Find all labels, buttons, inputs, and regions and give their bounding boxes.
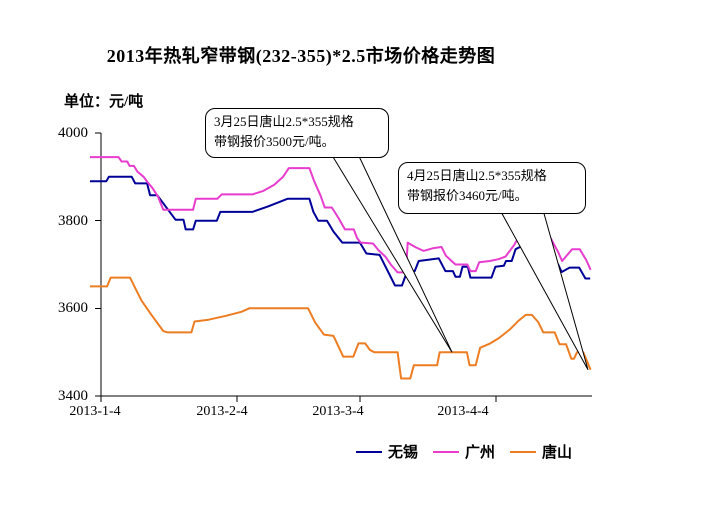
series-line-tangshan — [90, 276, 592, 380]
x-tick-label-feb: 2013-2-4 — [196, 404, 248, 419]
callout-apr25-line1: 4月25日唐山2.5*355规格 — [407, 168, 547, 183]
x-tick-label-apr: 2013-4-4 — [437, 404, 489, 419]
legend-item-wuxi: 无锡 — [356, 441, 418, 462]
guangzhou-line-swatch — [433, 450, 460, 453]
legend: 无锡 广州 唐山 — [356, 441, 572, 462]
unit-label: 单位：元/吨 — [64, 94, 144, 110]
y-tick-label-4000: 4000 — [58, 125, 88, 141]
tangshan-legend-label: 唐山 — [542, 445, 573, 461]
series-line-guangzhou — [90, 156, 592, 274]
callout-pointer-2 — [499, 209, 589, 370]
x-tick-label-mar: 2013-3-4 — [312, 404, 364, 419]
y-tick-label-3600: 3600 — [58, 300, 88, 316]
callout-mar25-line1: 3月25日唐山2.5*355规格 — [214, 114, 354, 129]
y-tick-label-3800: 3800 — [58, 213, 88, 229]
y-tick-label-3400: 3400 — [58, 388, 88, 404]
chart-title: 2013年热轧窄带钢(232-355)*2.5市场价格走势图 — [106, 46, 496, 66]
legend-item-guangzhou: 广州 — [433, 441, 495, 462]
wuxi-legend-label: 无锡 — [388, 445, 419, 461]
callout-mar25-line2: 带钢报价3500元/吨。 — [214, 134, 335, 149]
callout-mar25: 3月25日唐山2.5*355规格 带钢报价3500元/吨。 — [205, 108, 389, 158]
x-tick-label-jan: 2013-1-4 — [69, 404, 121, 419]
legend-item-tangshan: 唐山 — [510, 441, 572, 462]
guangzhou-legend-label: 广州 — [465, 445, 496, 461]
series-line-wuxi — [90, 175, 591, 287]
callout-apr25-line2: 带钢报价3460元/吨。 — [407, 188, 528, 203]
wuxi-line-swatch — [356, 450, 382, 453]
tangshan-line-swatch — [510, 450, 537, 453]
callout-apr25: 4月25日唐山2.5*355规格 带钢报价3460元/吨。 — [398, 162, 586, 214]
